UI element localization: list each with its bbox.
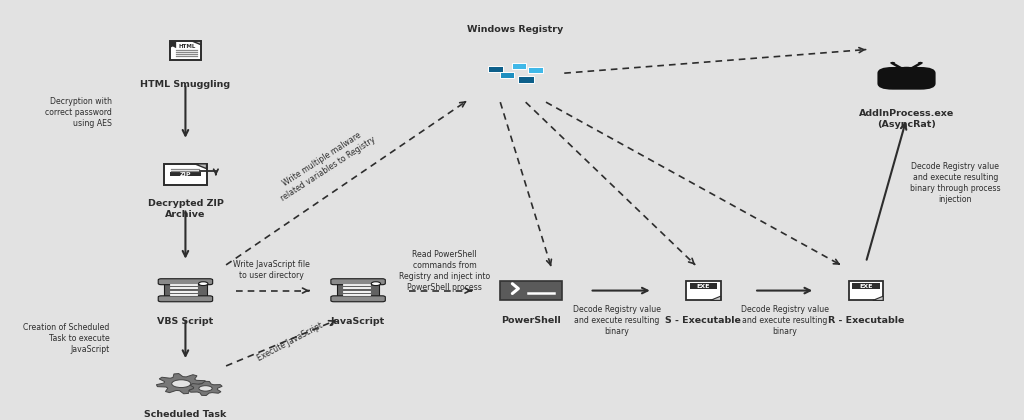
Text: HTML Smuggling: HTML Smuggling [140,80,230,89]
FancyBboxPatch shape [512,63,526,69]
Text: EXE: EXE [696,284,710,289]
Text: ZIP: ZIP [179,172,191,177]
Polygon shape [195,164,207,169]
FancyBboxPatch shape [170,41,201,60]
Polygon shape [872,296,883,300]
Polygon shape [193,41,201,45]
Text: VBS Script: VBS Script [158,317,214,326]
Text: EXE: EXE [859,284,872,289]
Text: Creation of Scheduled
Task to execute
JavaScript: Creation of Scheduled Task to execute Ja… [23,323,110,354]
Circle shape [199,386,212,391]
FancyBboxPatch shape [518,76,534,83]
FancyBboxPatch shape [331,279,385,285]
Text: Decode Registry value
and execute resulting
binary through process
injection: Decode Registry value and execute result… [910,162,1000,204]
FancyBboxPatch shape [852,284,880,289]
FancyBboxPatch shape [159,279,213,285]
Circle shape [372,282,381,286]
Text: AddInProcess.exe
(AsyncRat): AddInProcess.exe (AsyncRat) [859,109,954,129]
Text: Decrypted ZIP
Archive: Decrypted ZIP Archive [147,199,223,219]
FancyBboxPatch shape [159,296,213,302]
Text: S - Executable: S - Executable [666,316,741,325]
Polygon shape [711,296,721,300]
FancyBboxPatch shape [164,164,207,185]
Circle shape [890,62,895,64]
Text: JavaScript: JavaScript [331,317,385,326]
FancyBboxPatch shape [331,296,385,302]
Text: Write multiple malware
related variables to Registry: Write multiple malware related variables… [273,126,377,203]
FancyBboxPatch shape [500,281,562,300]
Text: HTML: HTML [178,44,196,49]
FancyBboxPatch shape [849,281,883,300]
FancyBboxPatch shape [487,66,504,72]
Text: Windows Registry: Windows Registry [467,25,563,34]
FancyBboxPatch shape [170,172,202,176]
Circle shape [199,282,208,286]
Text: Decryption with
correct password
using AES: Decryption with correct password using A… [45,97,113,128]
FancyBboxPatch shape [337,282,379,300]
Polygon shape [188,381,222,396]
Text: Write JavaScript file
to user directory: Write JavaScript file to user directory [233,260,310,280]
Text: R - Executable: R - Executable [827,316,904,325]
Text: Execute JavaScript: Execute JavaScript [256,321,325,363]
Polygon shape [169,41,176,48]
Text: Decode Registry value
and execute resulting
binary: Decode Registry value and execute result… [740,305,828,336]
Text: PowerShell: PowerShell [501,316,560,325]
Text: Decode Registry value
and execute resulting
binary: Decode Registry value and execute result… [573,305,662,336]
Text: Read PowerShell
commands from
Registry and inject into
PowerShell process: Read PowerShell commands from Registry a… [399,249,489,292]
FancyBboxPatch shape [500,72,514,78]
FancyBboxPatch shape [528,67,543,73]
FancyBboxPatch shape [164,282,207,300]
FancyBboxPatch shape [686,281,721,300]
Text: Scheduled Task: Scheduled Task [144,410,226,419]
Circle shape [172,380,190,388]
Polygon shape [157,373,206,394]
Circle shape [896,67,918,76]
Circle shape [918,62,923,64]
FancyBboxPatch shape [689,284,717,289]
FancyBboxPatch shape [878,67,936,89]
